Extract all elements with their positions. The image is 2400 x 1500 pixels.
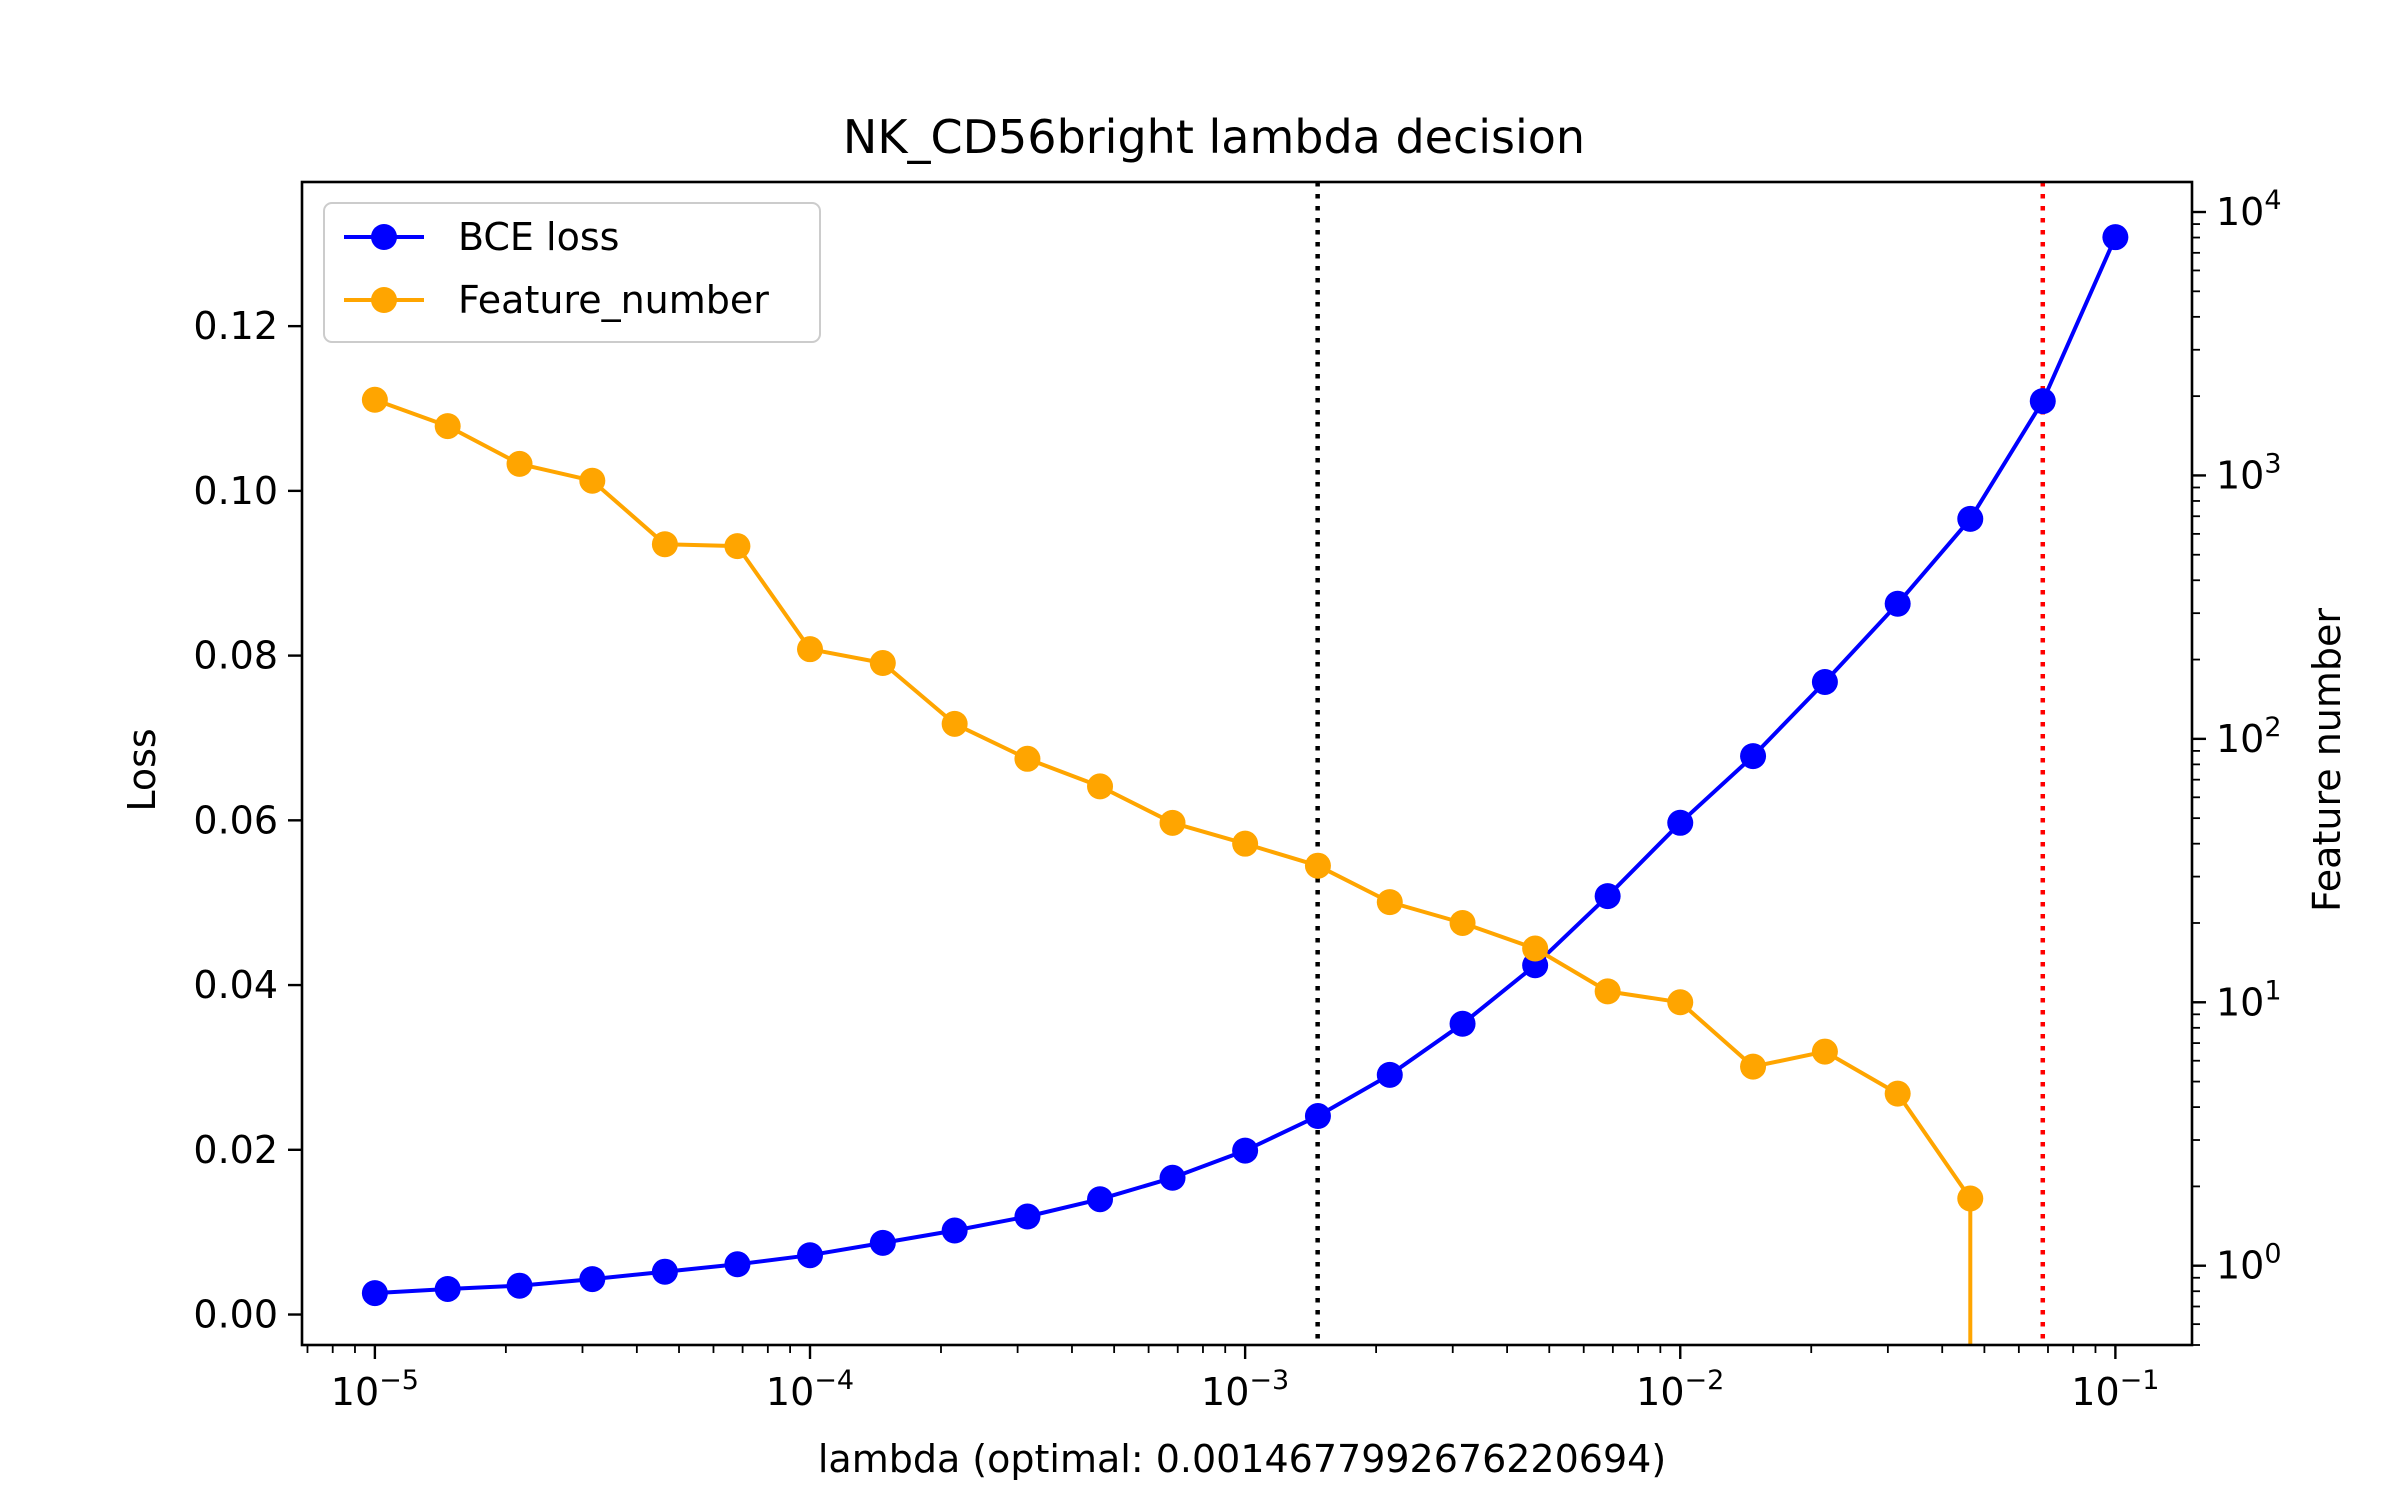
legend-marker-feature [371,287,397,313]
feature-number-point [1304,852,1331,879]
x-tick-label: 10−2 [1636,1365,1724,1414]
feature-number-point [434,413,461,440]
bce-loss-point [941,1217,968,1244]
bce-loss-point [1376,1061,1403,1088]
y-tick-label: 0.08 [193,634,278,678]
y-tick-label: 0.00 [193,1293,278,1337]
bce-loss-point [1232,1137,1259,1164]
reference-lines [1315,182,2046,1345]
legend-label-feature: Feature_number [458,278,769,322]
feature-number-point [797,636,824,663]
legend-box [323,202,821,343]
y2-axis-label: Feature number [2305,608,2349,912]
bce-loss-point [1740,743,1767,770]
y-tick-label: 0.04 [193,963,278,1007]
y-tick-label: 0.12 [193,304,278,348]
bce-loss-point [1014,1203,1041,1230]
feature-number-point [579,467,606,494]
y2-tick-label: 104 [2216,185,2282,234]
bce-loss-point [869,1229,896,1256]
bce-loss-point [1811,668,1838,695]
feature-number-point [1159,809,1186,836]
y2-tick-label: 103 [2216,448,2282,497]
feature-number-point [1884,1080,1911,1107]
x-axis: 10−5 10−4 10−3 10−2 10−1 [306,1345,2159,1414]
bce-loss-point [1304,1103,1331,1130]
bce-loss-point [651,1258,678,1285]
bce-loss-point [1957,505,1984,532]
bce-loss-point [506,1272,533,1299]
y2-tick-label: 101 [2216,975,2282,1024]
feature-number-point [869,650,896,677]
x-tick-label: 10−3 [1201,1365,1289,1414]
x-axis-label: lambda (optimal: 0.0014677992676220694) [818,1437,1666,1481]
bce-loss-point [434,1275,461,1302]
feature-number-point [651,531,678,558]
series-layer [361,224,2129,1345]
y-axis-left: 0.00 0.02 0.04 0.06 0.08 0.10 0.12 [193,304,302,1337]
feature-number-point [941,710,968,737]
feature-number-point [1811,1038,1838,1065]
feature-number-point [1957,1185,1984,1212]
y2-tick-label: 100 [2216,1239,2282,1288]
x-tick-label: 10−1 [2071,1365,2159,1414]
bce-loss-point [1594,883,1621,910]
y-tick-label: 0.10 [193,469,278,513]
bce-loss-point [1667,809,1694,836]
plot-frame [300,180,2194,1347]
bce-loss-point [797,1242,824,1269]
feature-number-point [1522,935,1549,962]
feature-number-point [724,533,751,560]
legend: BCE loss Feature_number [323,202,821,343]
feature-number-point [1667,989,1694,1016]
x-tick-label: 10−4 [766,1365,854,1414]
feature-number-point [1376,889,1403,916]
y-axis-label: Loss [120,728,164,811]
bce-loss-point [579,1266,606,1293]
y-axis-right: 100 101 102 103 104 [2192,185,2282,1346]
bce-loss-point [2029,388,2056,415]
bce-loss-line [374,236,2118,1296]
legend-marker-bce [371,224,397,250]
feature-number-point [1740,1053,1767,1080]
chart-title: NK_CD56bright lambda decision [843,110,1585,164]
bce-loss-point [1159,1164,1186,1191]
bce-loss-point [1884,590,1911,617]
feature-number-point [1594,978,1621,1005]
legend-label-bce: BCE loss [458,215,619,259]
feature-number-point [1087,773,1114,800]
y-tick-label: 0.02 [193,1128,278,1172]
feature-number-point [506,450,533,477]
bce-loss-point [2102,224,2129,251]
y-tick-label: 0.06 [193,798,278,842]
feature-number-point [1232,830,1259,857]
feature-number-point [1449,909,1476,936]
feature-number-point [1014,745,1041,772]
bce-loss-point [724,1251,751,1278]
feature-number-line [374,397,1973,1345]
x-tick-label: 10−5 [331,1365,419,1414]
feature-number-point [361,386,388,413]
bce-loss-point [1449,1010,1476,1037]
bce-loss-point [361,1280,388,1307]
y2-tick-label: 102 [2216,712,2282,761]
bce-loss-point [1087,1186,1114,1213]
